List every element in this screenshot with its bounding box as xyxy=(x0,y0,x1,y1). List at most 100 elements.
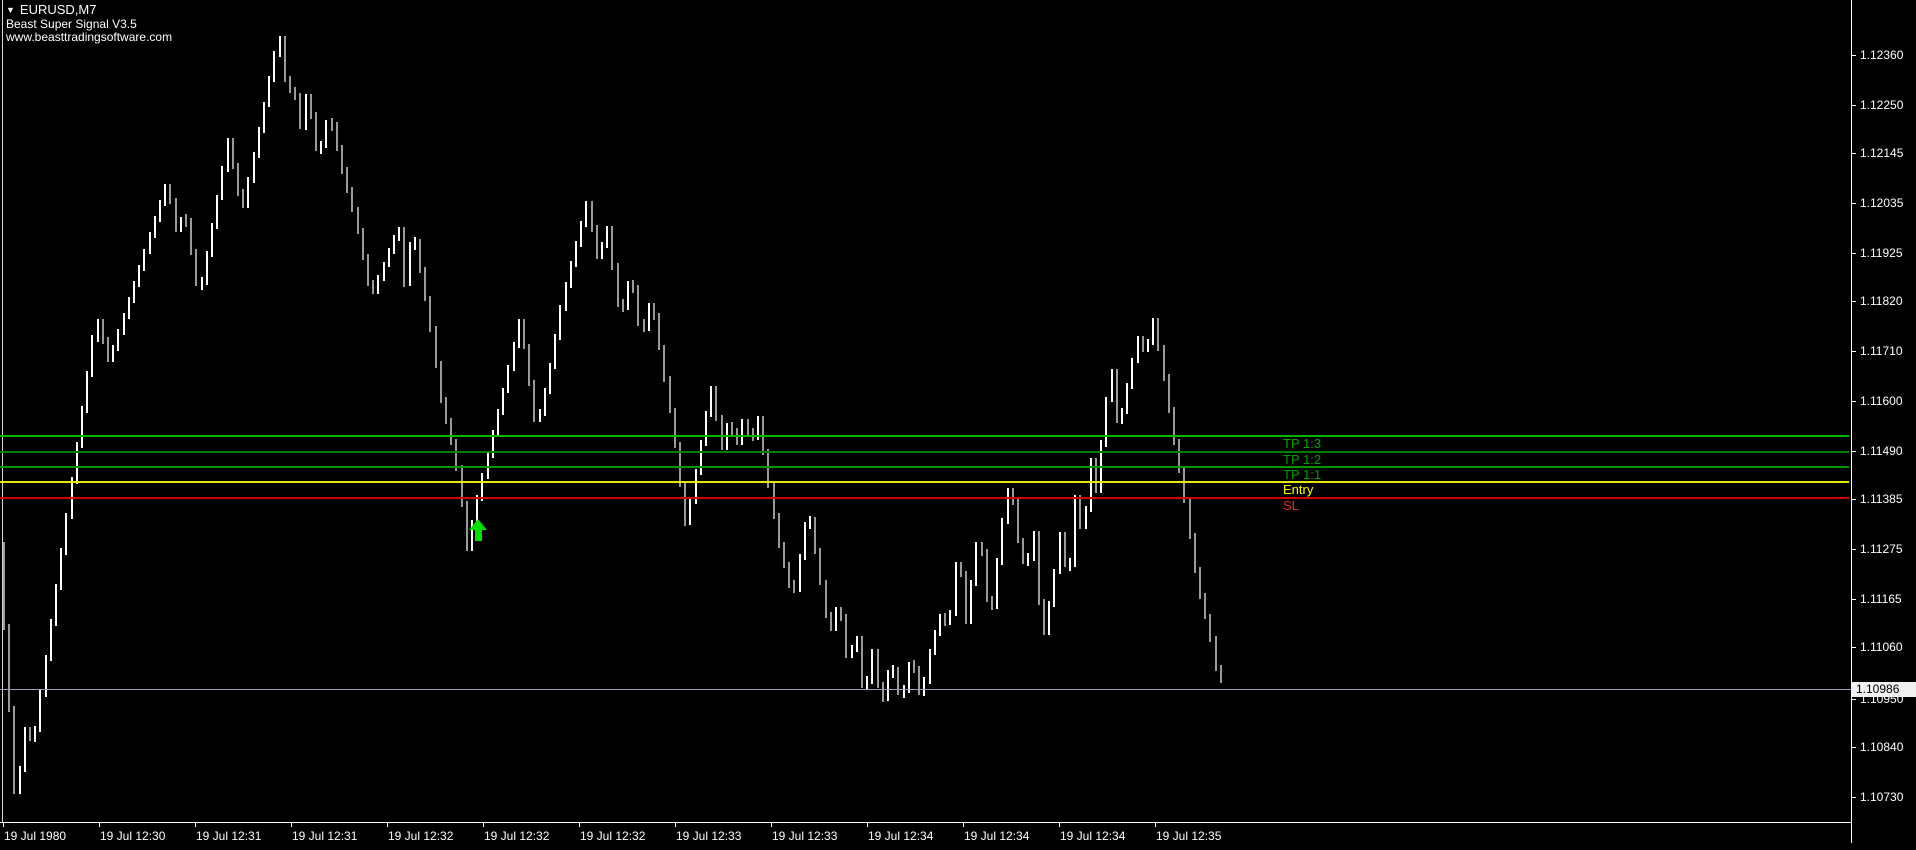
price-bar-up xyxy=(710,386,712,417)
time-axis-label: 19 Jul 1980 xyxy=(4,829,67,843)
price-bar-down xyxy=(1157,318,1159,351)
price-bar-up xyxy=(871,649,873,684)
price-bar-up xyxy=(497,409,499,436)
chart-area[interactable]: TP 1:3 TP 1:2 TP 1:1 Entry SL ▼ EURUSD,M7 Bea… xyxy=(0,0,1851,822)
price-bar-down xyxy=(1095,458,1097,493)
price-bar-down xyxy=(13,706,15,794)
price-bar-up xyxy=(123,313,125,335)
price-bar-down xyxy=(362,228,364,260)
time-axis-label: 19 Jul 12:30 xyxy=(100,829,166,843)
price-bar-up xyxy=(97,319,99,342)
price-bar-down xyxy=(351,187,353,212)
price-bar-up xyxy=(206,251,208,285)
price-bar-down xyxy=(825,580,827,618)
price-bar-down xyxy=(814,517,816,554)
price-bar-up xyxy=(24,727,26,772)
price-bar-up xyxy=(133,281,135,303)
price-bar-down xyxy=(1199,567,1201,599)
price-bar-up xyxy=(996,558,998,609)
price-bar-up xyxy=(138,265,140,287)
price-bar-down xyxy=(1173,407,1175,445)
price-bar-up xyxy=(700,440,702,475)
price-bar-down xyxy=(232,138,234,169)
price-bar-down xyxy=(1178,439,1180,473)
price-bar-up xyxy=(1137,336,1139,363)
price-bar-up xyxy=(1111,369,1113,402)
price-bar-down xyxy=(403,227,405,287)
level-line-tp3[interactable] xyxy=(0,435,1849,437)
price-axis-tick xyxy=(1851,105,1856,106)
time-axis-label: 19 Jul 12:32 xyxy=(580,829,646,843)
level-line-entry[interactable] xyxy=(0,481,1849,483)
price-axis-tick xyxy=(1851,747,1856,748)
price-bar-up xyxy=(487,452,489,479)
price-bar-up xyxy=(856,636,858,652)
level-label-tp2: TP 1:2 xyxy=(1283,452,1322,467)
price-axis-label: 1.11060 xyxy=(1860,640,1903,654)
price-bar-up xyxy=(60,548,62,590)
price-bar-up xyxy=(507,365,509,393)
price-bar-up xyxy=(19,766,21,794)
time-axis-tick xyxy=(867,822,868,827)
price-axis-tick xyxy=(1851,55,1856,56)
price-bar-down xyxy=(669,376,671,413)
price-bar-up xyxy=(565,282,567,311)
price-bar-up xyxy=(892,665,894,678)
price-bar-up xyxy=(414,237,416,250)
price-bar-down xyxy=(1079,495,1081,529)
price-bar-down xyxy=(185,214,187,227)
price-bar-down xyxy=(960,562,962,577)
price-bar-down xyxy=(752,428,754,441)
price-bar-down xyxy=(523,319,525,349)
price-axis-tick xyxy=(1851,599,1856,600)
level-label-tp1: TP 1:1 xyxy=(1283,467,1322,482)
price-bar-down xyxy=(102,319,104,344)
price-bar-down xyxy=(294,87,296,100)
price-bar-down xyxy=(674,408,676,448)
price-bar-up xyxy=(627,281,629,310)
price-bar-up xyxy=(481,473,483,501)
price-bar-down xyxy=(882,682,884,702)
time-axis-label: 19 Jul 12:34 xyxy=(964,829,1030,843)
price-axis-label: 1.12035 xyxy=(1860,196,1904,210)
buy-arrow-head xyxy=(469,519,487,530)
price-bar-up xyxy=(1048,601,1050,635)
price-bar-down xyxy=(819,548,821,585)
price-bar-down xyxy=(1043,599,1045,635)
price-bar-down xyxy=(175,198,177,232)
price-bar-up xyxy=(970,580,972,624)
price-bar-down xyxy=(897,667,899,695)
price-bar-up xyxy=(86,371,88,413)
price-bar-down xyxy=(242,189,244,208)
price-bar-down xyxy=(440,361,442,403)
price-bar-down xyxy=(190,218,192,255)
price-axis-tick xyxy=(1851,499,1856,500)
level-label-sl: SL xyxy=(1283,498,1299,513)
price-axis-tick xyxy=(1851,253,1856,254)
price-axis-label: 1.11820 xyxy=(1860,294,1903,308)
level-line-tp1[interactable] xyxy=(0,466,1849,468)
price-bar-down xyxy=(310,94,312,119)
time-axis-tick xyxy=(195,822,196,827)
level-line-tp2[interactable] xyxy=(0,451,1849,453)
price-bar-down xyxy=(107,337,109,362)
price-bar-up xyxy=(1033,531,1035,561)
price-bar-up xyxy=(939,614,941,636)
price-bar-down xyxy=(289,76,291,93)
price-bar-up xyxy=(539,409,541,422)
price-bar-down xyxy=(679,442,681,487)
price-bar-up xyxy=(502,388,504,415)
price-bar-down xyxy=(1168,374,1170,413)
symbol-title: EURUSD,M7 xyxy=(19,2,97,17)
price-bar-down xyxy=(877,649,879,688)
price-bar-down xyxy=(715,386,717,421)
price-bar-down xyxy=(1022,538,1024,564)
indicator-dropdown-icon[interactable]: ▼ xyxy=(6,5,15,15)
price-bar-down xyxy=(1116,369,1118,423)
price-bar-down xyxy=(658,313,660,350)
price-bar-up xyxy=(695,469,697,504)
price-bar-down xyxy=(944,613,946,626)
level-line-sl[interactable] xyxy=(0,497,1849,499)
price-bar-down xyxy=(237,163,239,196)
price-bar-up xyxy=(804,522,806,560)
